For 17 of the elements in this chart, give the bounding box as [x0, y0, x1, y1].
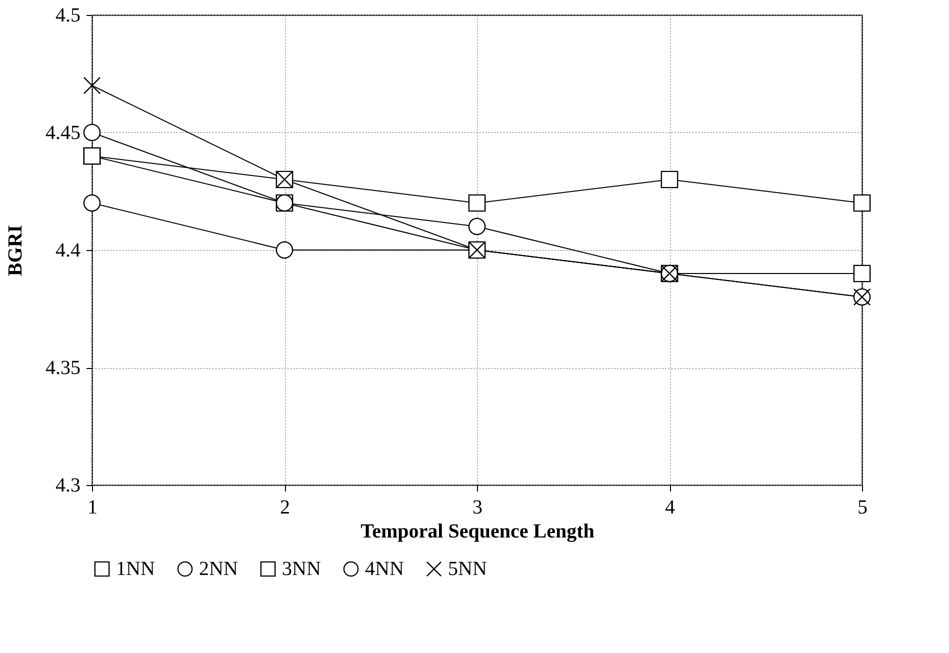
x-tick-label: 5: [858, 496, 868, 518]
x-tick-label: 1: [88, 496, 98, 518]
x-axis-title: Temporal Sequence Length: [360, 520, 594, 542]
y-tick-label: 4.45: [46, 122, 80, 144]
x-tick-label: 4: [665, 496, 675, 518]
legend-label: 2NN: [199, 558, 238, 580]
y-tick-label: 4.5: [56, 4, 80, 26]
legend-label: 4NN: [365, 558, 404, 580]
y-tick-label: 4.4: [56, 240, 80, 262]
x-tick-label: 2: [280, 496, 290, 518]
y-tick-label: 4.3: [56, 474, 80, 496]
x-tick-label: 3: [472, 496, 482, 518]
legend-label: 1NN: [116, 558, 155, 580]
y-axis-title: BGRI: [4, 224, 26, 276]
legend-label: 3NN: [282, 558, 321, 580]
y-tick-label: 4.35: [46, 357, 80, 379]
legend-label: 5NN: [448, 558, 487, 580]
